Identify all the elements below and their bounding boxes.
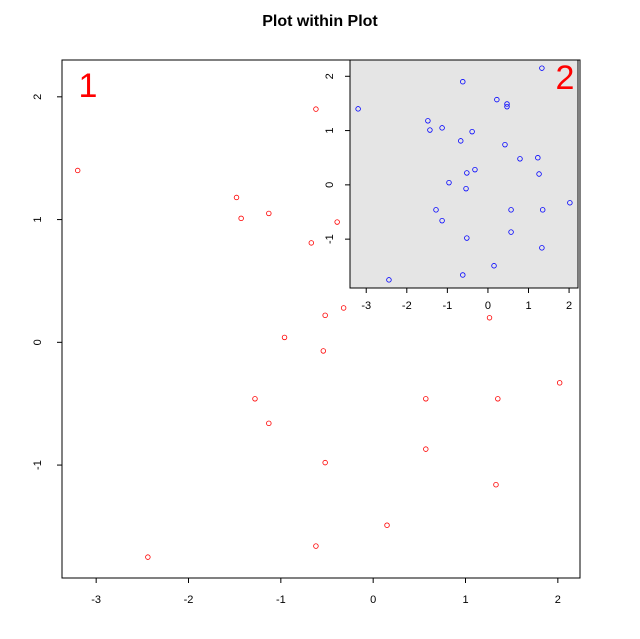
point [508,207,514,213]
x-tick-label: -3 [361,300,371,312]
y-tick-label: 2 [324,73,336,79]
point [446,179,452,186]
point [334,219,340,225]
x-tick-label: 1 [525,300,531,312]
point [340,305,347,311]
point [556,380,563,386]
point [322,459,328,466]
x-tick-label: 2 [566,300,572,312]
plot-area [349,59,579,289]
point [517,156,523,162]
x-tick-label: -1 [442,300,452,312]
x-tick-label: -2 [402,300,412,312]
point [464,235,470,241]
point [504,103,510,110]
point [320,348,327,354]
point [238,215,244,222]
point [145,554,151,560]
point [464,170,470,176]
point [502,141,508,148]
point [504,101,510,107]
y-tick-label: -1 [32,460,44,470]
x-tick-label: -3 [91,594,101,606]
point [460,79,466,85]
point [508,229,514,235]
point [463,185,469,192]
point [472,166,478,173]
x-tick-label: -1 [276,594,286,606]
point [423,446,429,452]
annotation: 2 [556,59,575,97]
point [423,396,429,402]
y-tick-label: -1 [324,234,336,244]
point [281,334,288,341]
x-tick-label: 0 [485,300,491,312]
annotation: 1 [79,67,98,105]
point [425,118,431,124]
x-tick-label: 0 [370,594,376,606]
point [313,106,319,112]
x-tick-label: -2 [184,594,194,606]
point [567,200,573,206]
point [491,263,497,269]
point [313,543,319,549]
point [308,240,315,246]
point [486,315,493,321]
point [540,207,546,213]
point [233,194,240,201]
point [266,420,272,427]
point [427,127,433,133]
point [266,210,272,217]
chart-title: Plot within Plot [262,13,378,30]
y-tick-label: 0 [32,339,44,345]
point [439,217,445,224]
point [539,245,545,251]
point [469,128,475,135]
point [539,65,545,71]
y-tick-label: 1 [32,217,44,223]
point [322,312,328,319]
point [252,396,258,402]
point [74,167,81,174]
point [384,522,390,528]
point [494,96,500,103]
x-tick-label: 1 [462,594,468,606]
point [433,207,439,213]
x-tick-label: 2 [555,594,561,606]
point [460,272,466,278]
point [535,155,541,161]
point [386,277,392,283]
point [536,171,542,177]
point [458,138,464,144]
point [355,106,361,112]
y-tick-label: 0 [324,182,336,188]
y-tick-label: 1 [324,128,336,134]
point [439,125,445,131]
point [495,396,501,402]
point [493,482,499,488]
y-tick-label: 2 [32,94,44,100]
